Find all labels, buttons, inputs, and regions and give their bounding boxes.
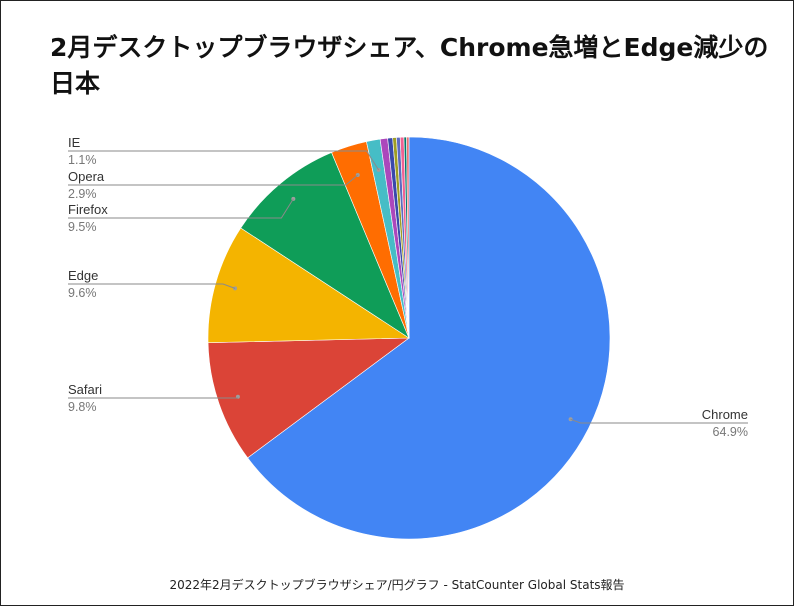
leader-line-firefox (68, 198, 294, 219)
leader-line-ie (68, 150, 380, 171)
leader-line-opera (68, 174, 359, 186)
slice-value-firefox: 9.5% (68, 220, 97, 234)
slice-label-ie: IE (68, 135, 81, 150)
pie-slice-other-12 (406, 136, 410, 339)
slice-label-edge: Edge (68, 268, 98, 283)
slice-label-firefox: Firefox (68, 202, 108, 217)
slice-value-ie: 1.1% (68, 153, 97, 167)
slice-value-safari: 9.8% (68, 400, 97, 414)
slice-value-edge: 9.6% (68, 286, 97, 300)
pie-slice-chrome (247, 136, 611, 540)
chart-caption: 2022年2月デスクトップブラウザシェア/円グラフ - StatCounter … (169, 578, 625, 592)
pie-slice-edge (207, 227, 410, 344)
slice-value-opera: 2.9% (68, 187, 97, 201)
slice-value-chrome: 64.9% (713, 425, 748, 439)
slice-label-opera: Opera (68, 169, 105, 184)
pie-slice-safari (207, 337, 410, 459)
pie-slice-firefox (240, 152, 410, 339)
slice-label-safari: Safari (68, 382, 102, 397)
slice-label-chrome: Chrome (702, 407, 748, 422)
leader-line-chrome (570, 418, 748, 424)
chart-title: 2月デスクトップブラウザシェア、Chrome急増とEdge減少の日本 (50, 33, 769, 98)
leader-line-edge (68, 283, 236, 289)
